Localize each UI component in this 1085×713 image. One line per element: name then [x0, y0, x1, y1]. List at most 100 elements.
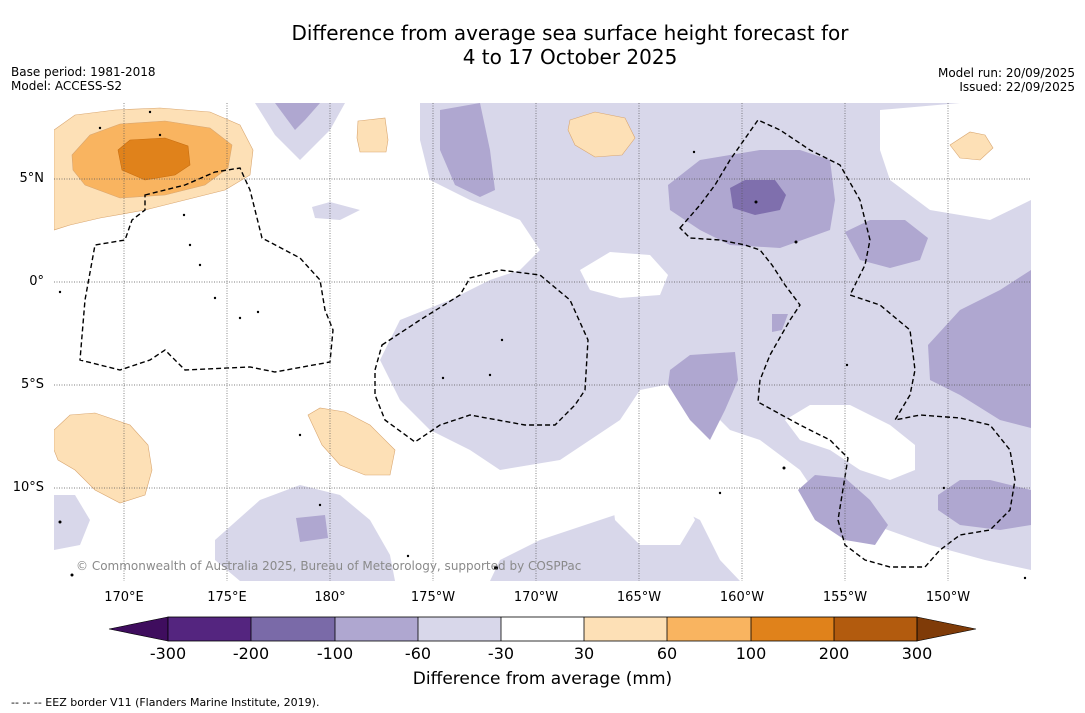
- island-dot: [70, 573, 74, 577]
- lon-label: 160°W: [719, 590, 765, 605]
- colorbar-tick-label: -60: [404, 644, 432, 663]
- contour-light-orange: [356, 117, 389, 153]
- contour-white-patch: [610, 470, 695, 545]
- meta-left: Base period: 1981-2018 Model: ACCESS-S2: [11, 65, 156, 93]
- contour-mid-purple: [296, 515, 328, 542]
- contour-white-patch: [580, 252, 668, 298]
- contour-light-purple: [54, 495, 90, 550]
- island-dot: [318, 503, 322, 507]
- lon-label: 170°E: [104, 590, 144, 605]
- island-dot: [754, 200, 758, 204]
- colorbar-extend-low: [108, 616, 169, 642]
- contour-white-patch: [880, 103, 1031, 220]
- colorbar-segment: [667, 617, 751, 641]
- map-title-line2: 4 to 17 October 2025: [462, 45, 678, 69]
- contour-dark-orange: [117, 137, 191, 181]
- contour-mid-purple: [845, 220, 928, 268]
- island-dot: [188, 243, 192, 247]
- island-dot: [1023, 576, 1027, 580]
- colorbar-segment: [584, 617, 667, 641]
- lon-label: 175°W: [410, 590, 456, 605]
- map-title: Difference from average sea surface heig…: [0, 21, 1085, 69]
- island-dot: [718, 491, 722, 495]
- map-title-line1: Difference from average sea surface heig…: [291, 21, 849, 45]
- island-dot: [500, 338, 504, 342]
- island-markers: [58, 110, 1027, 580]
- colorbar-segment: [335, 617, 418, 641]
- colorbar-tick-label: 30: [573, 644, 595, 663]
- lon-label: 165°W: [616, 590, 662, 605]
- colorbar: [108, 616, 977, 642]
- contour-light-orange: [949, 131, 994, 161]
- contour-fills: [54, 103, 1031, 581]
- base-period-text: Base period: 1981-2018: [11, 65, 156, 79]
- island-dot: [58, 290, 62, 294]
- eez-footnote: -- -- -- EEZ border V11 (Flanders Marine…: [11, 696, 320, 709]
- contour-light-orange: [54, 412, 153, 504]
- colorbar-extend-high: [916, 616, 977, 642]
- contour-mid-purple: [938, 480, 1031, 530]
- colorbar-frame: [167, 616, 918, 642]
- colorbar-dividers: [250, 617, 835, 641]
- contour-mid-purple: [772, 314, 788, 332]
- contour-white-patch: [785, 405, 915, 480]
- contour-mid-purple: [798, 475, 888, 545]
- eez-borders: [79, 119, 1016, 568]
- island-dot: [198, 263, 202, 267]
- eez-border-central: [374, 269, 589, 443]
- lon-label: 150°W: [925, 590, 971, 605]
- lon-label: 155°W: [822, 590, 868, 605]
- meta-right: Model run: 20/09/2025 Issued: 22/09/2025: [938, 66, 1075, 94]
- colorbar-segment: [418, 617, 501, 641]
- colorbar-segment: [751, 617, 834, 641]
- colorbar-tick-label: -30: [487, 644, 515, 663]
- lat-label: 5°N: [19, 171, 45, 186]
- copyright-text: © Commonwealth of Australia 2025, Bureau…: [76, 559, 582, 573]
- island-dot: [182, 213, 186, 217]
- colorbar-segment: [168, 617, 251, 641]
- lat-label: 0°: [29, 274, 44, 289]
- eez-border-west: [79, 167, 334, 373]
- contour-light-orange: [307, 407, 396, 476]
- colorbar-segment: [834, 617, 917, 641]
- island-dot: [488, 373, 492, 377]
- model-text: Model: ACCESS-S2: [11, 79, 123, 93]
- issued-text: Issued: 22/09/2025: [959, 80, 1075, 94]
- eez-border-east: [679, 119, 1016, 568]
- island-dot: [213, 296, 217, 300]
- contour-light-orange: [567, 111, 636, 158]
- island-dot: [692, 150, 696, 154]
- island-dot: [782, 466, 786, 470]
- island-dot: [441, 376, 445, 380]
- island-dot: [98, 126, 102, 130]
- model-run-text: Model run: 20/09/2025: [937, 66, 1075, 80]
- lon-label: 175°E: [207, 590, 247, 605]
- contour-mid-purple: [928, 270, 1031, 428]
- island-dot: [406, 554, 410, 558]
- colorbar-tick-label: -100: [316, 644, 354, 663]
- colorbar-tick-label: 100: [735, 644, 767, 663]
- colorbar-tick-label: 300: [901, 644, 933, 663]
- island-dot: [845, 363, 849, 367]
- colorbar-segment: [251, 617, 335, 641]
- colorbar-tick-label: 60: [656, 644, 678, 663]
- lon-label: 180°: [314, 590, 346, 605]
- island-dot: [794, 240, 798, 244]
- island-dot: [148, 110, 152, 114]
- contour-dark-purple: [730, 180, 786, 215]
- island-dot: [158, 133, 162, 137]
- island-dot: [494, 566, 498, 570]
- island-dot: [238, 316, 242, 320]
- colorbar-tick-label: -300: [149, 644, 187, 663]
- lat-label: 5°S: [20, 377, 44, 392]
- colorbar-segment: [501, 617, 584, 641]
- contour-light-purple: [255, 103, 345, 160]
- colorbar-title: Difference from average (mm): [412, 669, 673, 689]
- lon-label: 170°W: [513, 590, 559, 605]
- island-dot: [256, 310, 260, 314]
- contour-light-purple: [312, 202, 360, 220]
- contour-mid-purple: [440, 103, 495, 197]
- contour-mid-purple: [275, 103, 320, 130]
- lat-label: 10°S: [12, 480, 44, 495]
